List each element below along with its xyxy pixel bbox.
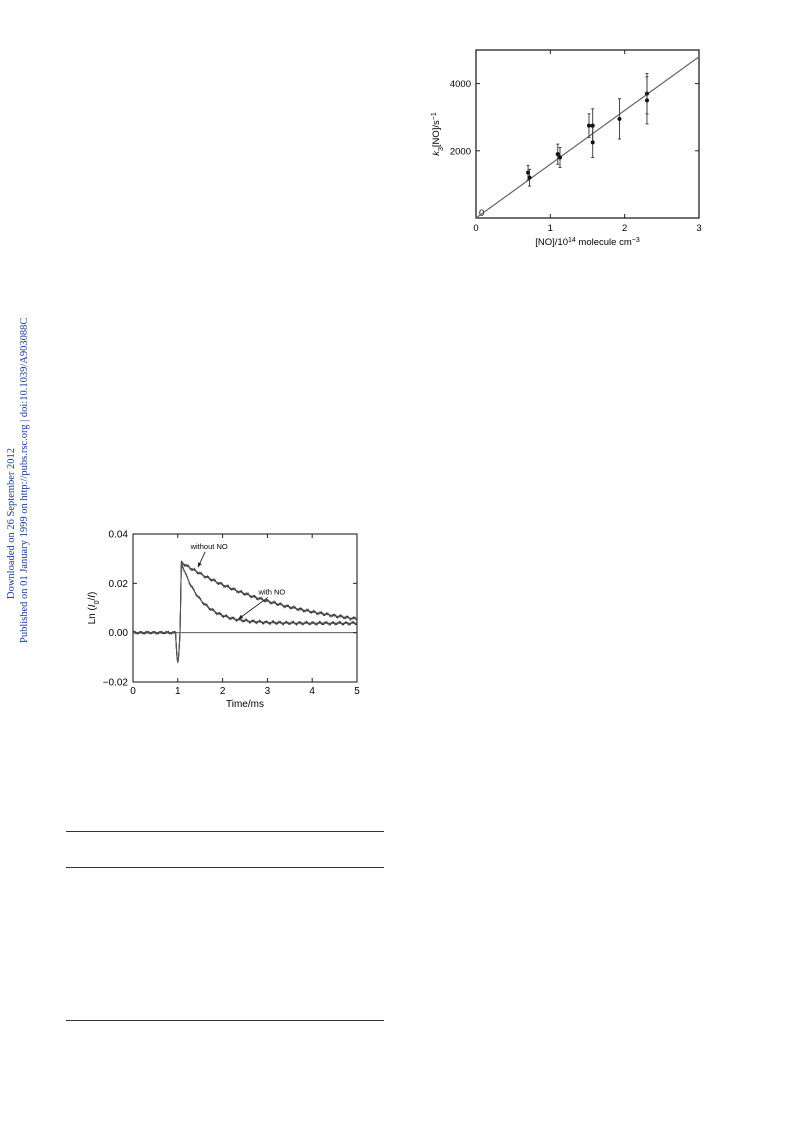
side-note: Downloaded on 26 September 2012 Publishe… xyxy=(0,0,40,1121)
data-point xyxy=(555,152,560,157)
data-point xyxy=(527,175,532,180)
tick-labels: 0123200040000 xyxy=(450,79,702,234)
x-tick-label: 2 xyxy=(622,223,627,234)
series-without-no xyxy=(132,560,358,664)
y-axis-label: k3[NO]/s−1 xyxy=(431,112,445,156)
data-point xyxy=(617,116,622,121)
x-tick-label: 0 xyxy=(473,223,478,234)
tick-labels: 0 1 2 3 4 5 −0.02 0.00 0.02 0.04 xyxy=(103,530,361,698)
annotation-label: without NO xyxy=(190,542,228,551)
annotation-arrow xyxy=(238,597,269,620)
figure-rate-vs-no: 0123200040000 [NO]/1014 molecule cm−3 k3… xyxy=(416,40,746,265)
y-tick-label: 2000 xyxy=(450,146,471,157)
arrow-head xyxy=(197,562,202,568)
data-points xyxy=(526,73,649,187)
download-note[interactable]: Downloaded on 26 September 2012 xyxy=(6,447,17,599)
x-tick-label: 5 xyxy=(354,686,360,697)
rate-chart: 0123200040000 [NO]/1014 molecule cm−3 k3… xyxy=(431,49,702,249)
y-tick-label: 4000 xyxy=(450,79,471,90)
y-tick-label: 0.04 xyxy=(109,530,129,541)
plot-frame xyxy=(132,533,358,683)
plot-frame xyxy=(475,49,700,219)
table-rule-header xyxy=(66,867,384,868)
x-axis-label: [NO]/1014 molecule cm−3 xyxy=(535,237,640,249)
data-point xyxy=(586,123,591,128)
x-tick-label: 3 xyxy=(265,686,271,697)
x-axis-label: Time/ms xyxy=(226,699,264,710)
y-axis-label: Ln (I0/I) xyxy=(87,592,101,625)
axis-ticks xyxy=(132,533,358,683)
table-rule-top xyxy=(66,831,384,832)
x-tick-label: 0 xyxy=(130,686,136,697)
y-tick-label: 0.02 xyxy=(109,579,129,590)
fit-with-no xyxy=(133,562,357,663)
x-tick-label: 1 xyxy=(548,223,553,234)
x-tick-label: 2 xyxy=(220,686,226,697)
x-tick-label: 3 xyxy=(696,223,701,234)
series-with-no xyxy=(132,562,358,663)
axis-ticks xyxy=(475,50,700,219)
trace-chart: 0 1 2 3 4 5 −0.02 0.00 0.02 0.04 without NO with N… xyxy=(87,530,361,711)
annotations: without NO with NO xyxy=(190,542,286,620)
y-tick-label: −0.02 xyxy=(103,678,129,689)
data-point xyxy=(590,123,595,128)
data-point xyxy=(526,170,531,175)
figure-absorbance-trace: 0 1 2 3 4 5 −0.02 0.00 0.02 0.04 without NO with N… xyxy=(80,525,390,715)
data-point xyxy=(590,140,595,145)
x-tick-label: 1 xyxy=(175,686,181,697)
y-tick-label: 0.00 xyxy=(109,628,129,639)
data-point xyxy=(557,155,562,160)
publication-note[interactable]: Published on 01 January 1999 on http://p… xyxy=(19,317,30,643)
x-tick-label: 4 xyxy=(309,686,315,697)
annotation-label: with NO xyxy=(258,587,286,596)
data-point xyxy=(644,98,649,103)
arrow-head xyxy=(238,614,244,620)
table-rule-bottom xyxy=(66,1020,384,1021)
fit-without-no xyxy=(133,561,357,663)
